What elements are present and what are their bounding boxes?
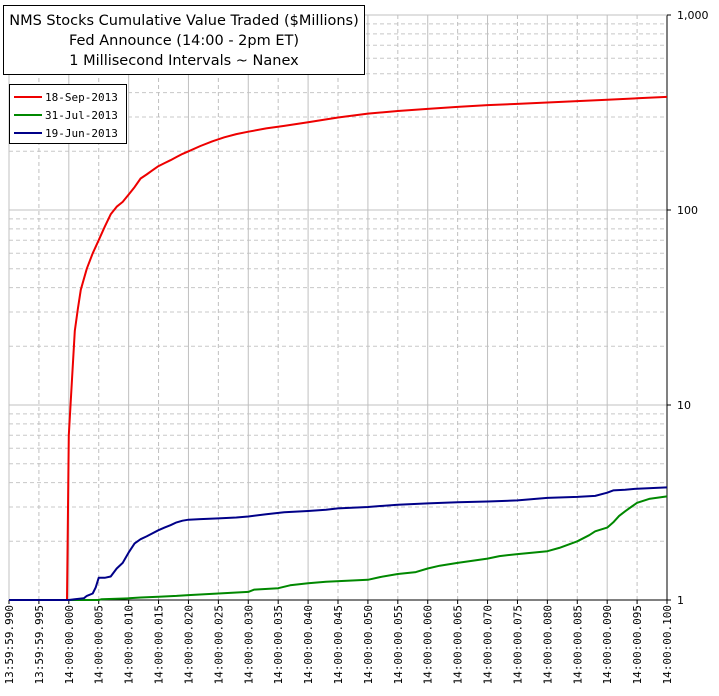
series-line-19-jun-2013 — [9, 486, 668, 601]
x-tick-label: 14:00:00.040 — [302, 605, 315, 684]
legend-label-19-jun-2013: 19-Jun-2013 — [45, 126, 118, 140]
chart-title-line-2: Fed Announce (14:00 - 2pm ET) — [68, 33, 300, 49]
x-tick-label: 14:00:00.095 — [631, 605, 644, 684]
x-tick-label: 14:00:00.080 — [541, 605, 554, 684]
legend-swatch-31-jul-2013 — [14, 114, 42, 116]
x-tick-label: 13:59:59.990 — [3, 605, 16, 684]
legend-label-31-jul-2013: 31-Jul-2013 — [45, 108, 118, 122]
y-tick-label: 10 — [677, 399, 691, 412]
x-tick-label: 14:00:00.020 — [182, 605, 195, 684]
series-line-31-jul-2013 — [9, 495, 668, 601]
x-tick-label: 14:00:00.000 — [63, 605, 76, 684]
x-tick-label: 14:00:00.065 — [452, 605, 465, 684]
chart-title-box: NMS Stocks Cumulative Value Traded ($Mil… — [3, 5, 365, 75]
x-tick-label: 14:00:00.075 — [511, 605, 524, 684]
legend-item-31-jul-2013: 31-Jul-2013 — [10, 106, 126, 124]
x-tick-label: 14:00:00.055 — [392, 605, 405, 684]
x-tick-label: 14:00:00.060 — [422, 605, 435, 684]
x-tick-label: 14:00:00.070 — [482, 605, 495, 684]
x-tick-label: 14:00:00.025 — [212, 605, 225, 684]
y-tick-label: 100 — [677, 204, 698, 217]
legend-item-18-sep-2013: 18-Sep-2013 — [10, 88, 126, 106]
y-tick-label: 1 — [677, 594, 684, 607]
chart-title-line-1: NMS Stocks Cumulative Value Traded ($Mil… — [9, 13, 359, 29]
series-line-18-sep-2013 — [9, 95, 668, 601]
x-tick-label: 14:00:00.010 — [123, 605, 136, 684]
x-tick-label: 14:00:00.005 — [93, 605, 106, 684]
x-tick-label: 14:00:00.015 — [153, 605, 166, 684]
legend-label-18-sep-2013: 18-Sep-2013 — [45, 90, 118, 104]
tick-label-layer: 1 10 100 1,000 13:59:59.990 13:59:59.995 14:00… — [3, 9, 709, 684]
x-tick-label: 14:00:00.085 — [571, 605, 584, 684]
x-tick-label: 14:00:00.030 — [242, 605, 255, 684]
chart-title-line-3: 1 Millisecond Intervals ~ Nanex — [69, 53, 299, 69]
x-tick-label: 14:00:00.100 — [661, 605, 674, 684]
x-tick-label: 14:00:00.090 — [601, 605, 614, 684]
series-layer — [9, 95, 668, 601]
x-tick-label: 13:59:59.995 — [33, 605, 46, 684]
legend-swatch-18-sep-2013 — [14, 96, 42, 98]
x-tick-label: 14:00:00.050 — [362, 605, 375, 684]
x-tick-label: 14:00:00.045 — [332, 605, 345, 684]
x-tick-label: 14:00:00.035 — [272, 605, 285, 684]
y-tick-label: 1,000 — [677, 9, 709, 22]
chart-legend: 18-Sep-2013 31-Jul-2013 19-Jun-2013 — [9, 84, 127, 144]
legend-swatch-19-jun-2013 — [14, 132, 42, 134]
legend-item-19-jun-2013: 19-Jun-2013 — [10, 124, 126, 142]
